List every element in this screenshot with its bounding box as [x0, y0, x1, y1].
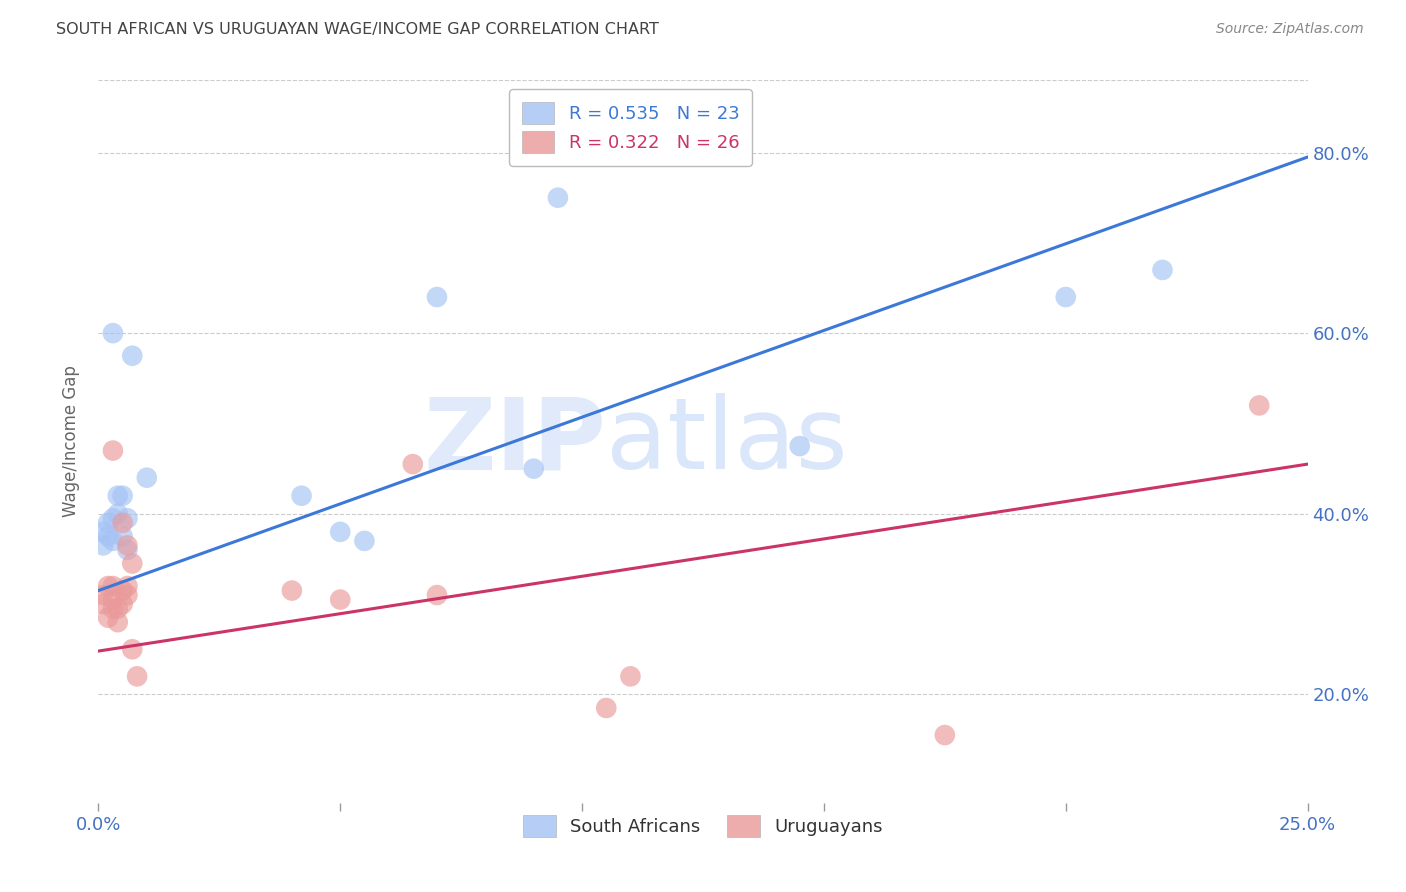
Point — [117, 579, 139, 593]
Point — [402, 457, 425, 471]
Point — [619, 669, 641, 683]
Point — [547, 191, 569, 205]
Point — [281, 583, 304, 598]
Point — [101, 592, 124, 607]
Point — [97, 516, 120, 530]
Point — [97, 610, 120, 624]
Point — [91, 588, 114, 602]
Point — [107, 615, 129, 630]
Point — [934, 728, 956, 742]
Point — [595, 701, 617, 715]
Point — [329, 524, 352, 539]
Point — [91, 538, 114, 552]
Point — [121, 642, 143, 657]
Point — [329, 592, 352, 607]
Point — [121, 557, 143, 571]
Point — [426, 290, 449, 304]
Point — [101, 533, 124, 548]
Point — [111, 529, 134, 543]
Point — [1249, 398, 1271, 412]
Point — [101, 326, 124, 341]
Text: SOUTH AFRICAN VS URUGUAYAN WAGE/INCOME GAP CORRELATION CHART: SOUTH AFRICAN VS URUGUAYAN WAGE/INCOME G… — [56, 22, 659, 37]
Point — [426, 588, 449, 602]
Text: atlas: atlas — [606, 393, 848, 490]
Point — [117, 588, 139, 602]
Point — [117, 542, 139, 557]
Point — [1054, 290, 1077, 304]
Point — [127, 669, 149, 683]
Point — [121, 349, 143, 363]
Point — [789, 439, 811, 453]
Point — [107, 601, 129, 615]
Point — [91, 524, 114, 539]
Point — [97, 579, 120, 593]
Point — [523, 461, 546, 475]
Point — [101, 511, 124, 525]
Point — [91, 597, 114, 611]
Point — [1152, 263, 1174, 277]
Point — [290, 489, 312, 503]
Point — [101, 601, 124, 615]
Text: ZIP: ZIP — [423, 393, 606, 490]
Point — [107, 489, 129, 503]
Point — [117, 538, 139, 552]
Point — [353, 533, 375, 548]
Point — [135, 471, 157, 485]
Point — [111, 583, 134, 598]
Point — [111, 516, 134, 530]
Y-axis label: Wage/Income Gap: Wage/Income Gap — [62, 366, 80, 517]
Point — [101, 443, 124, 458]
Point — [97, 529, 120, 543]
Point — [117, 511, 139, 525]
Point — [107, 507, 129, 521]
Point — [111, 489, 134, 503]
Legend: South Africans, Uruguayans: South Africans, Uruguayans — [516, 808, 890, 845]
Point — [101, 579, 124, 593]
Point — [111, 597, 134, 611]
Text: Source: ZipAtlas.com: Source: ZipAtlas.com — [1216, 22, 1364, 37]
